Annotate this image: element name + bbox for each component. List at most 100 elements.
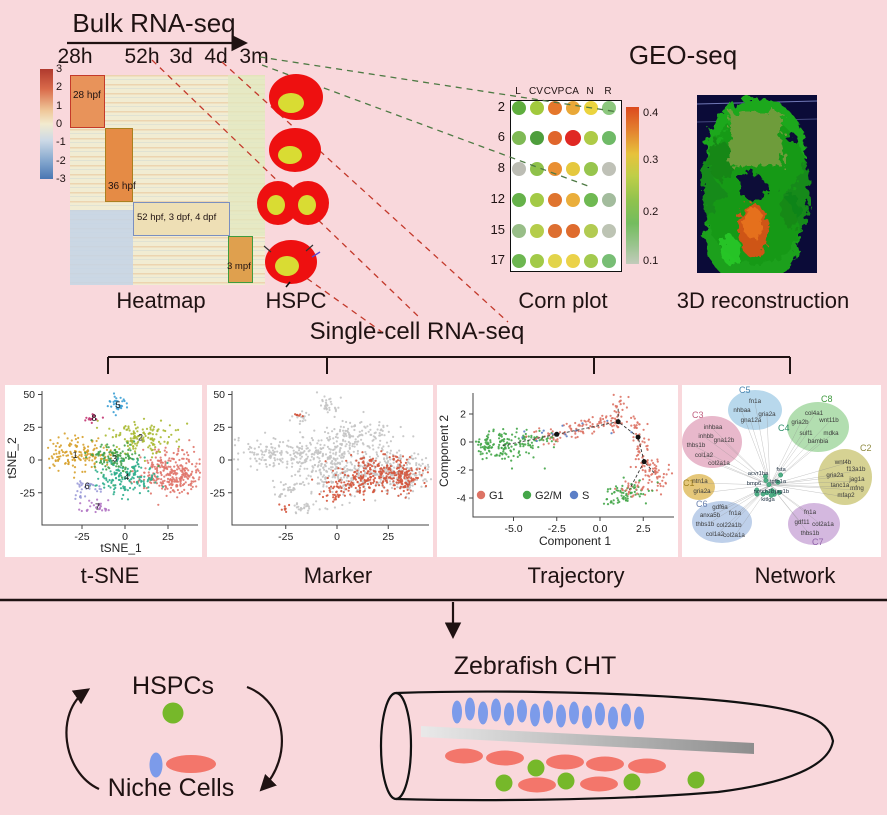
niche-cells-label: Niche Cells: [107, 774, 235, 802]
svg-text:fn1a: fn1a: [729, 510, 742, 517]
svg-text:col1a2: col1a2: [706, 531, 725, 538]
heatmap-blue-region: [70, 210, 133, 285]
marker-points: [233, 391, 433, 515]
svg-text:anxa5b: anxa5b: [700, 512, 721, 519]
trajectory-plot: -5.0 -2.5 0.0 2.5 2 0 -2 -4 Component 1 Component…: [437, 393, 674, 548]
network-cluster-C5: [728, 390, 782, 430]
network-cluster-C2: [818, 449, 872, 505]
svg-text:jag1a: jag1a: [848, 476, 865, 483]
svg-text:2.5: 2.5: [636, 523, 651, 535]
svg-text:nhbaa: nhbaa: [733, 407, 751, 414]
network-panel: C5 fn1a nhbaa gria2a gna12a C3 inhbaa inhbb thbs…: [682, 385, 881, 557]
svg-text:S: S: [582, 490, 589, 502]
svg-text:G1: G1: [489, 490, 504, 502]
svg-text:2: 2: [460, 409, 466, 421]
heatmap-block2-fill: [105, 128, 133, 202]
recon-label: 3D reconstruction: [676, 288, 850, 313]
recon-dark-hole: [738, 173, 766, 201]
3d-reconstruction-image: [697, 95, 817, 273]
svg-text:col2a1a: col2a1a: [812, 521, 834, 528]
hm-cb-tick: 3: [56, 63, 63, 75]
svg-text:0: 0: [460, 437, 466, 449]
svg-text:fn1a: fn1a: [749, 398, 762, 405]
svg-text:bmp6: bmp6: [747, 481, 762, 487]
trajectory-panel: -5.0 -2.5 0.0 2.5 2 0 -2 -4 Component 1 Component…: [437, 385, 678, 557]
svg-text:col1a2: col1a2: [695, 452, 714, 459]
svg-text:-25: -25: [74, 531, 89, 543]
tsne-label: t-SNE: [80, 563, 140, 588]
svg-text:C8: C8: [821, 394, 833, 404]
svg-text:-4: -4: [457, 493, 466, 505]
corn-plot-dots: [512, 101, 616, 268]
svg-text:-2.5: -2.5: [548, 523, 566, 535]
svg-text:25: 25: [382, 531, 394, 543]
svg-text:25: 25: [23, 422, 35, 434]
corn-row-17: 17: [490, 251, 505, 267]
svg-text:wnt4b: wnt4b: [834, 459, 852, 466]
niche-red-cell: [166, 755, 216, 773]
corn-col-L: L: [515, 86, 521, 97]
heatmap-block1-fill: [70, 75, 105, 128]
svg-text:gria2a: gria2a: [693, 488, 711, 495]
hm-cb-tick: -3: [56, 172, 66, 185]
tsne-panel: -25 0 25 50 25 0 -25 tSNE_1 tSNE_2 1 2 3 4 5 6 7 8: [5, 385, 202, 557]
svg-text:25: 25: [162, 531, 174, 543]
corn-cb-tick: 0.3: [643, 154, 659, 166]
svg-text:-25: -25: [278, 531, 293, 543]
hm-cb-tick: -2: [56, 154, 66, 167]
embryo-28h: [269, 74, 323, 120]
recon-orange-region: [738, 203, 768, 257]
network-label: Network: [754, 563, 836, 588]
svg-text:C3: C3: [692, 410, 704, 420]
box-label-3mpf: 3 mpf: [227, 261, 251, 272]
hspcs-cycle-label: HSPCs: [132, 672, 214, 700]
tube-outline: [395, 690, 835, 802]
geo-seq-title: GEO-seq: [628, 40, 738, 70]
box-label-28hpf: 28 hpf: [73, 90, 101, 101]
svg-text:jag1b: jag1b: [774, 489, 789, 495]
cht-tube: [379, 690, 835, 802]
network-cluster-C7: [788, 503, 840, 545]
svg-text:-25: -25: [210, 487, 225, 499]
svg-text:1: 1: [73, 450, 78, 460]
heatmap-box-28hpf: 28 hpf: [70, 75, 105, 128]
corn-row-12: 12: [490, 190, 505, 206]
corn-plot-panel: [510, 100, 622, 272]
marker-panel: -25 0 25 50 25 0 -25: [207, 385, 433, 557]
svg-text:C1: C1: [683, 478, 695, 488]
svg-text:inhbb: inhbb: [698, 433, 714, 440]
timeline-3m: 3m: [239, 45, 269, 68]
svg-text:0: 0: [219, 455, 225, 467]
svg-text:mdka: mdka: [823, 430, 839, 437]
svg-text:inhbaa: inhbaa: [704, 424, 723, 431]
svg-text:C7: C7: [812, 537, 824, 547]
heatmap-colorbar: [40, 69, 53, 179]
svg-text:0: 0: [334, 531, 340, 543]
svg-text:0: 0: [122, 531, 128, 543]
embryo-52h: [269, 128, 321, 172]
svg-text:f13a1b: f13a1b: [847, 466, 866, 473]
single-cell-bracket: [107, 356, 791, 374]
timeline-3d: 3d: [169, 45, 193, 68]
svg-text:6: 6: [85, 481, 90, 491]
heatmap-panel: 28 hpf 36 hpf 52 hpf, 3 dpf, 4 dpf 3 mpf: [70, 75, 265, 285]
corn-col-CA: CA: [565, 86, 579, 97]
embryo-double: [257, 181, 329, 225]
corn-col-R: R: [604, 86, 612, 97]
svg-text:mfng: mfng: [850, 485, 864, 492]
corn-cb-tick: 0.2: [643, 206, 659, 218]
svg-text:4: 4: [124, 472, 129, 482]
svg-text:thbs1b: thbs1b: [801, 530, 820, 537]
svg-text:C4: C4: [778, 423, 790, 433]
svg-text:gna12b: gna12b: [714, 437, 735, 444]
svg-text:gria2a: gria2a: [758, 411, 776, 418]
timeline-52h: 52h: [124, 45, 160, 68]
svg-text:gdf11: gdf11: [794, 519, 810, 526]
tube-green-cells: [495, 759, 705, 792]
svg-text:0: 0: [29, 455, 35, 467]
svg-text:50: 50: [23, 389, 35, 401]
svg-text:C6: C6: [696, 499, 708, 509]
corn-cb-tick: 0.1: [643, 255, 659, 267]
svg-text:gria2a: gria2a: [826, 472, 844, 479]
